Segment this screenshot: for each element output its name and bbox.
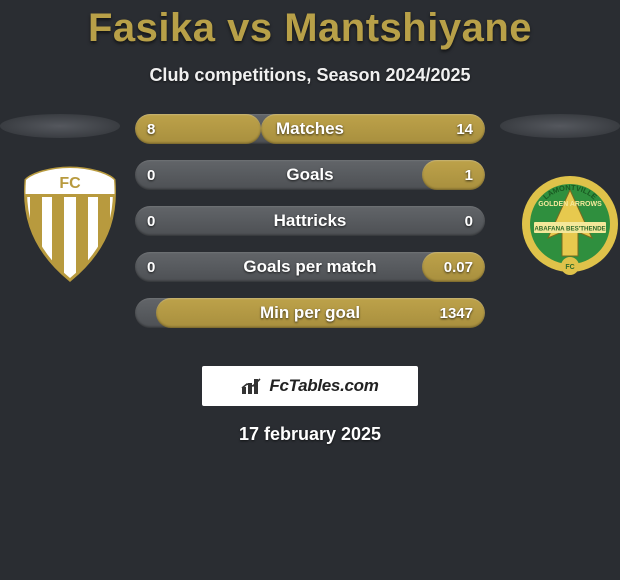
date-text: 17 february 2025 [0, 424, 620, 445]
platform-left [0, 114, 120, 138]
brand-text: FcTables.com [269, 376, 378, 396]
bar-fill-right [422, 252, 485, 282]
crest-right-mid: GOLDEN ARROWS [538, 201, 602, 208]
stat-bar: 0 0Hattricks [135, 206, 485, 236]
comparison-body: FC LAMONTVILLE GOLDEN ARROWS ABAFANA BES… [0, 114, 620, 344]
page-title: Fasika vs Mantshiyane [0, 6, 620, 51]
brand-box: FcTables.com [202, 366, 418, 406]
bar-value-left: 0 [147, 160, 155, 190]
team-crest-left: FC [20, 166, 120, 282]
platform-right [500, 114, 620, 138]
bar-fill-right [261, 114, 485, 144]
bar-label: Hattricks [135, 206, 485, 236]
bar-value-left: 0 [147, 252, 155, 282]
stat-bars: 814Matches01Goals00Hattricks00.07Goals p… [135, 114, 485, 328]
crest-right-banner: ABAFANA BES'THENDE [534, 226, 605, 233]
stat-bar: 814Matches [135, 114, 485, 144]
team-crest-right: LAMONTVILLE GOLDEN ARROWS ABAFANA BES'TH… [520, 166, 620, 282]
crest-right-fc: FC [565, 264, 574, 271]
stat-bar: 01Goals [135, 160, 485, 190]
bar-fill-left [135, 114, 261, 144]
bar-value-left: 0 [147, 206, 155, 236]
stat-bar: 1347Min per goal [135, 298, 485, 328]
crest-left-fc: FC [59, 175, 81, 192]
bar-fill-right [156, 298, 485, 328]
bar-fill-right [422, 160, 485, 190]
bar-value-right: 0 [465, 206, 473, 236]
stat-bar: 00.07Goals per match [135, 252, 485, 282]
subtitle: Club competitions, Season 2024/2025 [0, 65, 620, 86]
bar-chart-icon [241, 377, 263, 395]
